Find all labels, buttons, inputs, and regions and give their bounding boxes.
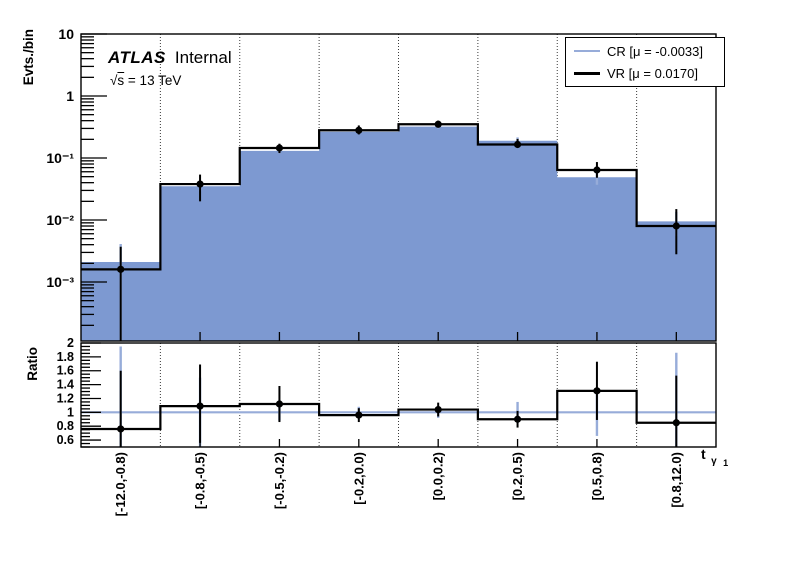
- legend-entry-cr: CR [μ = -0.0033]: [574, 44, 720, 59]
- ratio-tick-label: 1.4: [57, 378, 74, 392]
- data-point: [434, 120, 442, 128]
- data-point: [117, 265, 125, 273]
- ratio-point: [196, 402, 204, 410]
- data-point: [593, 166, 601, 174]
- ratio-tick-label: 1.6: [57, 364, 74, 378]
- bin-label: [-0.8,-0.5): [193, 452, 208, 509]
- ratio-point: [434, 405, 442, 414]
- cr-histogram-fill: [81, 126, 716, 342]
- top-panel-frame: [80, 33, 717, 342]
- data-point: [513, 140, 522, 149]
- experiment-label: ATLAS Internal: [108, 48, 232, 68]
- atlas-wordmark: ATLAS: [108, 48, 166, 67]
- ratio-point: [672, 419, 680, 427]
- ratio-y-axis-title: Ratio: [25, 347, 40, 381]
- ratio-point: [355, 411, 363, 419]
- ratio-point: [117, 425, 125, 433]
- bin-label: [-12.0,-0.8): [113, 452, 128, 516]
- ratio-tick-label: 1.2: [57, 391, 74, 405]
- energy-value: = 13 TeV: [124, 73, 182, 88]
- x-axis-title: t γ 1: [701, 446, 728, 468]
- x-axis-title-main: t: [701, 446, 706, 462]
- ratio-step-line: [81, 389, 716, 431]
- vr-line-sample: [574, 71, 600, 75]
- legend-entry-label: VR [μ = 0.0170]: [607, 65, 698, 81]
- bin-label: [0.8,12.0): [669, 452, 684, 508]
- data-point: [196, 180, 204, 188]
- bin-label: [-0.2,0.0): [351, 452, 366, 505]
- sqrt-sign: √: [110, 73, 118, 88]
- energy-label: √s = 13 TeV: [110, 73, 181, 88]
- ratio-tick-label: 1.8: [57, 350, 74, 364]
- ratio-panel-group: [81, 346, 716, 447]
- y-tick-label: 10⁻²: [46, 212, 74, 228]
- sqrt-s-symbol: s: [117, 73, 125, 88]
- top-y-axis-title: Evts./bin: [21, 29, 36, 85]
- cr-line-sample: [574, 50, 600, 52]
- y-tick-label: 10⁻³: [46, 274, 74, 290]
- y-tick-label: 10: [58, 26, 74, 42]
- legend-entry-label: CR [μ = -0.0033]: [607, 43, 704, 59]
- top-panel-group: [81, 120, 716, 342]
- bin-label: [0.0,0.2): [431, 452, 446, 500]
- bin-label: [0.5,0.8): [589, 452, 604, 500]
- data-point: [275, 144, 284, 152]
- bin-label: [0.2,0.5): [510, 452, 525, 500]
- x-axis-title-subsub: 1: [723, 458, 728, 468]
- ratio-point: [593, 387, 601, 395]
- x-axis-title-sub: γ: [711, 456, 717, 467]
- y-tick-label: 10⁻¹: [46, 150, 74, 166]
- legend-entry-vr: VR [μ = 0.0170]: [574, 66, 720, 81]
- atlas-status-label: Internal: [174, 48, 232, 67]
- ratio-tick-label: 0.8: [57, 419, 74, 433]
- legend-box: CR [μ = -0.0033] VR [μ = 0.0170]: [565, 37, 725, 87]
- data-point: [355, 126, 363, 134]
- ratio-point: [275, 400, 284, 408]
- ratio-tick-label: 1: [67, 405, 74, 419]
- axes-group: 10110⁻¹10⁻²10⁻³0.60.811.21.41.61.82[-12.…: [46, 26, 717, 516]
- ratio-point: [513, 415, 522, 423]
- data-point: [672, 222, 680, 230]
- bin-label: [-0.5,-0.2): [272, 452, 287, 509]
- y-tick-label: 1: [66, 88, 74, 104]
- ratio-tick-label: 0.6: [57, 433, 74, 447]
- ratio-tick-label: 2: [67, 336, 74, 350]
